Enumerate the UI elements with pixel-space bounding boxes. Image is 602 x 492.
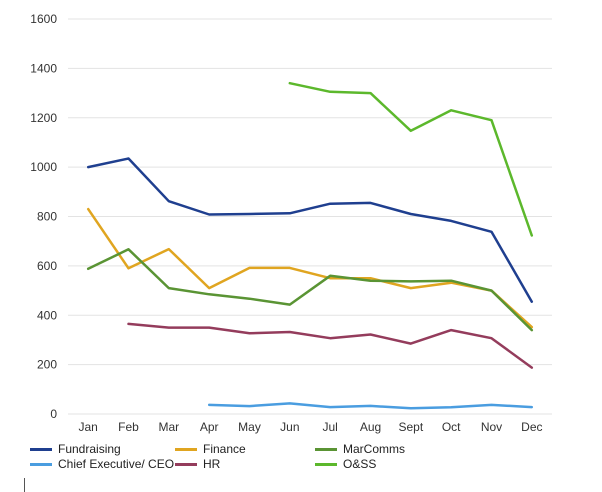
y-tick-label: 1600 <box>30 12 57 26</box>
legend-item: MarComms <box>315 442 405 456</box>
legend-item: Chief Executive/ CEO <box>30 457 174 471</box>
x-tick-label: Aug <box>360 420 381 434</box>
series-line-chief-executive-ceo <box>207 402 534 410</box>
y-axis-tick-labels: 0 200 400 600 800 1000 1200 1400 1600 <box>30 12 57 421</box>
legend-swatch <box>30 462 52 466</box>
x-tick-label: Sept <box>398 420 423 434</box>
y-tick-label: 1000 <box>30 160 57 174</box>
y-tick-label: 1200 <box>30 111 57 125</box>
legend-label: Fundraising <box>58 442 121 456</box>
y-tick-label: 200 <box>37 358 57 372</box>
series-line-o-ss <box>288 81 534 237</box>
y-tick-label: 1400 <box>30 61 57 75</box>
y-tick-label: 800 <box>37 210 57 224</box>
legend-label: Finance <box>203 442 246 456</box>
legend-label: HR <box>203 457 221 471</box>
series-line-marcomms <box>86 248 534 332</box>
legend-swatch <box>175 447 197 451</box>
gridlines <box>68 18 552 415</box>
legend-label: O&SS <box>343 457 377 471</box>
line-chart: 0 200 400 600 800 1000 1200 1400 1600 Jan Feb Mar A… <box>30 12 552 434</box>
legend-item: O&SS <box>315 457 376 471</box>
series-lines <box>86 81 534 410</box>
legend-swatch <box>30 447 52 451</box>
legend-item: Fundraising <box>30 442 121 456</box>
x-tick-label: Jul <box>322 420 337 434</box>
x-tick-label: Dec <box>521 420 542 434</box>
chart-legend: Fundraising Finance MarComms Chief Executiv… <box>30 442 590 482</box>
series-line-hr <box>127 322 534 369</box>
legend-item: HR <box>175 457 220 471</box>
legend-label: MarComms <box>343 442 405 456</box>
legend-swatch <box>175 462 197 466</box>
x-tick-label: Mar <box>158 420 179 434</box>
y-tick-label: 600 <box>37 259 57 273</box>
x-tick-label: Jun <box>280 420 299 434</box>
x-tick-label: May <box>238 420 261 434</box>
y-tick-label: 400 <box>37 308 57 322</box>
x-tick-label: Oct <box>442 420 461 434</box>
legend-item: Finance <box>175 442 246 456</box>
legend-label: Chief Executive/ CEO <box>58 457 175 471</box>
x-tick-label: Apr <box>200 420 219 434</box>
x-axis-tick-labels: Jan Feb Mar Apr May Jun Jul Aug Sept Oct Nov Dec <box>78 420 542 434</box>
x-tick-label: Jan <box>78 420 97 434</box>
y-tick-label: 0 <box>50 407 57 421</box>
x-tick-label: Nov <box>481 420 502 434</box>
text-cursor-mark <box>24 478 25 492</box>
series-line-fundraising <box>86 157 534 303</box>
legend-swatch <box>315 447 337 451</box>
x-tick-label: Feb <box>118 420 139 434</box>
series-line-finance <box>86 207 534 329</box>
legend-swatch <box>315 462 337 466</box>
